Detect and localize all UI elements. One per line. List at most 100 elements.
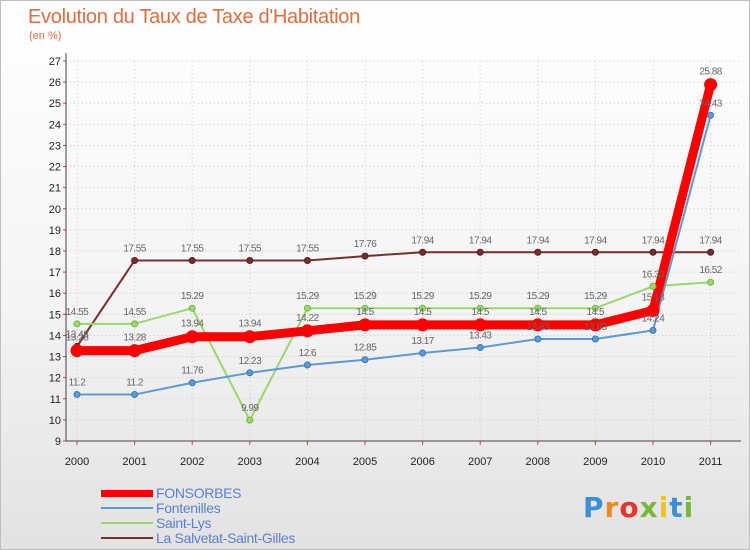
data-point	[707, 111, 715, 119]
data-point	[649, 326, 657, 334]
x-tick-label: 2007	[468, 456, 492, 468]
data-label: 15.29	[411, 291, 434, 302]
data-point	[591, 304, 599, 312]
x-tick-label: 2005	[353, 456, 377, 468]
legend-swatch	[101, 507, 153, 509]
data-label: 11.2	[126, 378, 144, 389]
legend-swatch	[101, 522, 153, 524]
x-tick-label: 2006	[410, 456, 434, 468]
data-point	[649, 248, 657, 256]
data-label: 15.29	[296, 291, 319, 302]
data-label: 15.29	[181, 291, 204, 302]
y-tick-label: 23	[49, 140, 61, 152]
data-label: 13.43	[469, 330, 492, 341]
data-label: 15.29	[584, 291, 607, 302]
data-label: 14.22	[296, 313, 319, 324]
logo-letter: i	[658, 491, 670, 524]
data-label: 25.88	[699, 67, 722, 78]
data-label: 14.55	[123, 307, 146, 318]
y-tick-label: 13	[49, 352, 61, 364]
data-point	[473, 318, 487, 332]
chart-subtitle: (en %)	[29, 30, 62, 42]
logo-letter: t	[669, 491, 684, 524]
data-point	[131, 391, 139, 399]
y-tick-label: 14	[49, 330, 61, 342]
data-label: 12.85	[354, 343, 377, 354]
data-label: 11.76	[181, 366, 204, 377]
data-label: 17.94	[411, 235, 434, 246]
x-tick-label: 2000	[65, 456, 89, 468]
x-tick-label: 2010	[641, 456, 665, 468]
data-point	[188, 257, 196, 264]
grid-lines	[66, 60, 741, 441]
legend-label: La Salvetat-Saint-Gilles	[156, 530, 296, 546]
data-label: 17.94	[469, 235, 492, 246]
data-point	[131, 320, 139, 328]
series-line-0	[72, 80, 716, 356]
data-point	[73, 320, 81, 328]
y-tick-label: 19	[49, 225, 61, 237]
data-point	[646, 304, 660, 318]
y-tick-label: 18	[49, 246, 61, 258]
data-point	[303, 257, 311, 264]
data-label: 14.5	[471, 307, 489, 318]
data-point	[649, 282, 657, 290]
data-point	[704, 78, 718, 92]
data-label: 24.43	[699, 98, 722, 109]
data-point	[419, 304, 427, 312]
data-label: 15.29	[527, 291, 550, 302]
data-point	[588, 318, 602, 332]
data-point	[416, 318, 430, 332]
data-point	[707, 248, 715, 256]
data-label: 17.55	[239, 244, 262, 255]
data-point	[361, 252, 369, 260]
series-line-1	[76, 114, 712, 396]
x-tick-label: 2009	[583, 456, 607, 468]
legend-swatch	[101, 489, 153, 497]
data-label: 11.2	[69, 378, 87, 389]
data-point	[303, 304, 311, 312]
series-layer	[70, 78, 718, 424]
data-point	[531, 318, 545, 332]
data-label: 14.5	[356, 307, 374, 318]
data-label: 15.29	[354, 291, 377, 302]
logo-letter: o	[619, 491, 640, 524]
data-point	[128, 344, 142, 358]
y-tick-label: 22	[49, 162, 61, 174]
data-label: 17.55	[181, 244, 204, 255]
chart-title: Evolution du Taux de Taxe d'Habitation	[28, 6, 360, 28]
logo-letter: i	[683, 491, 695, 524]
y-tick-label: 15	[49, 309, 61, 321]
data-point	[361, 304, 369, 312]
data-label: 12.23	[239, 356, 262, 367]
data-point	[188, 304, 196, 312]
logo-letter: x	[639, 491, 659, 524]
logo-letter: r	[604, 491, 620, 524]
data-label: 13.28	[66, 333, 89, 344]
x-tick-label: 2004	[295, 456, 319, 468]
data-label: 17.55	[296, 244, 319, 255]
data-point	[534, 335, 542, 343]
data-label: 13.94	[239, 319, 262, 330]
data-point	[419, 349, 427, 357]
data-label: 13.17	[411, 336, 434, 347]
legend-label: Fontenilles	[156, 500, 221, 516]
y-tick-label: 11	[50, 394, 61, 406]
data-point	[707, 278, 715, 286]
proxiti-logo: Proxiti	[583, 491, 694, 524]
data-label: 16.52	[699, 265, 722, 276]
data-label: 14.5	[414, 307, 432, 318]
x-tick-label: 2001	[122, 456, 146, 468]
data-label: 15.29	[469, 291, 492, 302]
data-point	[246, 369, 254, 377]
data-point	[534, 248, 542, 256]
data-point	[476, 304, 484, 312]
y-tick-label: 21	[49, 183, 61, 195]
data-label: 12.6	[299, 348, 317, 359]
series-line-2	[76, 281, 712, 422]
axes: 9 10 11 12 13 14 15 16 17 18 19 20 21 22 23 24 25 26 27 200…	[49, 53, 741, 468]
data-label: 17.76	[354, 239, 377, 250]
data-label: 13.83	[527, 322, 550, 333]
